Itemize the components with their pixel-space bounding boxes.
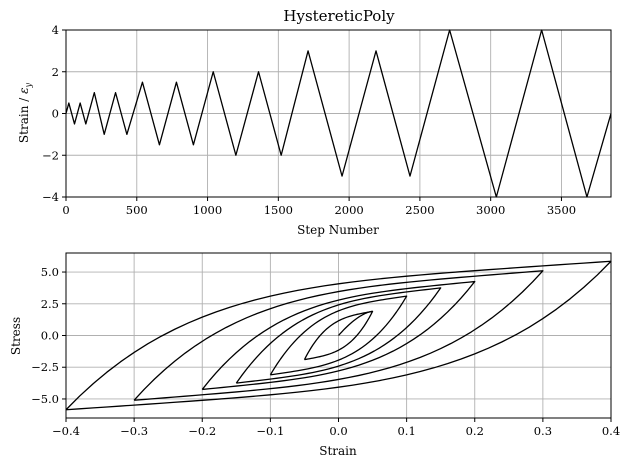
x-tick-label: 0.1 (397, 424, 415, 438)
y-tick-label: 5.0 (41, 265, 59, 279)
y-axis-label: Strain / εy (17, 82, 33, 143)
y-tick-label: 2 (52, 65, 59, 79)
x-tick-label: 3500 (547, 203, 576, 217)
hysteresis-loop (133, 270, 544, 401)
x-tick-label: 0 (62, 203, 69, 217)
hysteresis-loop (201, 280, 476, 391)
y-tick-label: −4 (42, 190, 59, 204)
x-axis-label: Strain (319, 444, 357, 458)
x-tick-label: 3000 (476, 203, 505, 217)
x-axis-label: Step Number (297, 223, 379, 237)
chart-title: HystereticPoly (283, 7, 395, 25)
y-tick-label: 0 (52, 107, 59, 121)
x-tick-label: 0.2 (466, 424, 484, 438)
x-tick-label: −0.1 (256, 424, 284, 438)
ticks: 0 500 1000 1500 2000 2500 3000 3500 −4 −2 0 2 4 (42, 23, 576, 217)
x-tick-label: 0.3 (534, 424, 552, 438)
hysteresis-loop (235, 287, 442, 384)
x-tick-label: 1500 (264, 203, 293, 217)
ticks: −0.4 −0.3 −0.2 −0.1 0.0 0.1 0.2 0.3 0.4 −5.0 −2.5 0… (31, 265, 620, 438)
y-tick-label: −2 (42, 148, 59, 162)
x-tick-label: 2500 (405, 203, 434, 217)
x-tick-label: −0.2 (188, 424, 216, 438)
y-tick-label: 4 (52, 23, 59, 37)
stress-strain-chart: −0.4 −0.3 −0.2 −0.1 0.0 0.1 0.2 0.3 0.4 −5.0 −2.5 0… (9, 252, 620, 458)
y-axis-label: Stress (9, 317, 23, 355)
y-axis-label-epsilon: ε (17, 87, 31, 93)
y-tick-label: −5.0 (31, 392, 59, 406)
x-tick-label: 500 (126, 203, 148, 217)
y-axis-label-subscript: y (24, 82, 33, 88)
strain-history-chart: HystereticPoly 0 500 1000 1500 2000 2500 3000 3… (17, 7, 612, 237)
y-tick-label: 0.0 (41, 329, 59, 343)
grid (65, 29, 611, 198)
hysteresis-loop (269, 295, 408, 376)
initial-loading-branch (338, 310, 373, 336)
series-line (65, 29, 612, 198)
x-tick-label: 1000 (193, 203, 222, 217)
x-tick-label: 2000 (334, 203, 363, 217)
x-tick-label: −0.4 (52, 424, 80, 438)
x-tick-label: −0.3 (120, 424, 148, 438)
x-tick-label: 0.4 (602, 424, 620, 438)
y-tick-label: −2.5 (31, 360, 59, 374)
x-tick-label: 0.0 (329, 424, 347, 438)
y-tick-label: 2.5 (41, 297, 59, 311)
